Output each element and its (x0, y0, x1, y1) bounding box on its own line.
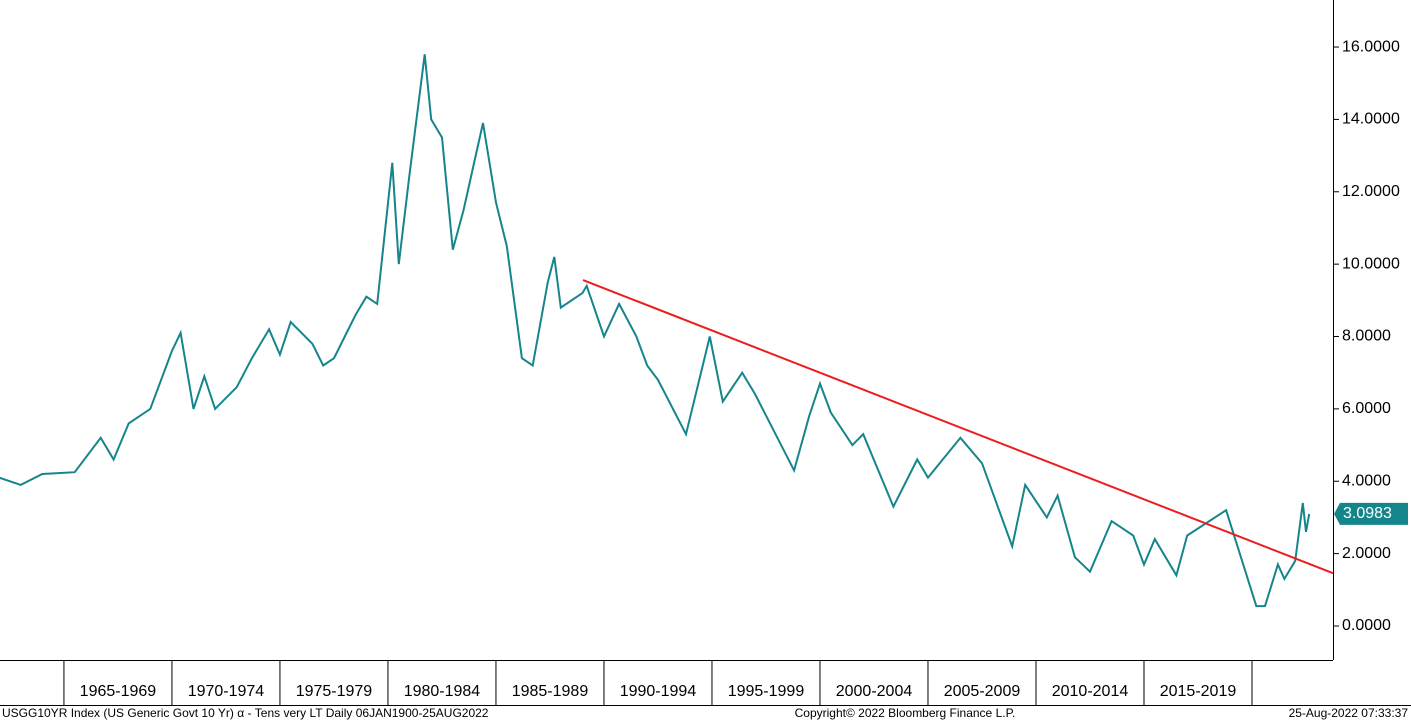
footer-left: USGG10YR Index (US Generic Govt 10 Yr) α… (2, 706, 489, 720)
last-value-label: 3.0983 (1343, 505, 1392, 522)
x-period-label: 1985-1989 (512, 683, 589, 700)
x-period-label: 2005-2009 (944, 683, 1021, 700)
x-period-label: 1970-1974 (188, 683, 265, 700)
x-period-label: 1995-1999 (728, 683, 805, 700)
y-tick-label: 10.0000 (1342, 255, 1400, 272)
line-series (0, 54, 1311, 608)
last-value-box (1334, 502, 1408, 525)
trendline (582, 279, 1334, 575)
y-tick-label: 0.0000 (1342, 617, 1391, 634)
footer-right: 25-Aug-2022 07:33:37 (1289, 706, 1409, 720)
footer-center: Copyright© 2022 Bloomberg Finance L.P. (795, 706, 1016, 720)
y-tick-label: 8.0000 (1342, 328, 1391, 345)
y-tick-label: 16.0000 (1342, 38, 1400, 55)
y-tick-label: 2.0000 (1342, 545, 1391, 562)
y-tick-label: 4.0000 (1342, 472, 1391, 489)
y-tick-label: 6.0000 (1342, 400, 1391, 417)
x-period-label: 2000-2004 (836, 683, 913, 700)
x-period-label: 1975-1979 (296, 683, 373, 700)
x-period-label: 1980-1984 (404, 683, 481, 700)
x-period-label: 2015-2019 (1160, 683, 1237, 700)
x-period-label: 1965-1969 (80, 683, 157, 700)
y-tick-label: 14.0000 (1342, 111, 1400, 128)
y-tick-label: 12.0000 (1342, 183, 1400, 200)
x-period-label: 1990-1994 (620, 683, 697, 700)
x-period-label: 2010-2014 (1052, 683, 1129, 700)
